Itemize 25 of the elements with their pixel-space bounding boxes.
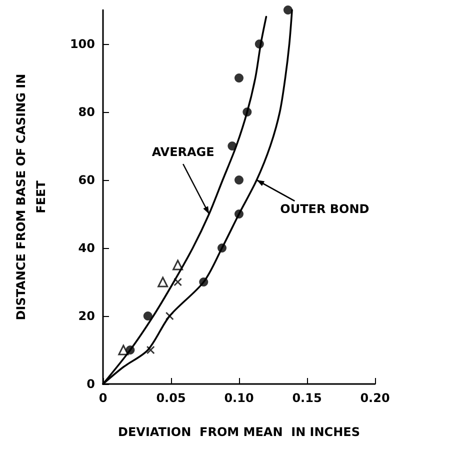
point bbox=[158, 276, 168, 288]
annotation: OUTER BOND bbox=[280, 202, 370, 216]
y-tick-label: 100 bbox=[70, 37, 95, 51]
y-tick-label: 40 bbox=[78, 241, 95, 255]
point bbox=[165, 312, 174, 320]
point bbox=[143, 312, 152, 320]
point bbox=[234, 176, 244, 184]
x-tick-label: 0.05 bbox=[156, 391, 186, 405]
x-tick-label: 0.20 bbox=[360, 391, 390, 405]
y-tick-label: 0 bbox=[86, 377, 95, 391]
x-axis-title: DEVIATION FROM MEAN IN INCHES bbox=[118, 425, 360, 439]
x-tick-label: 0.15 bbox=[292, 391, 322, 405]
x-tick-label: 0 bbox=[98, 391, 108, 405]
point bbox=[234, 74, 244, 82]
annotation: AVERAGE bbox=[152, 145, 214, 159]
point bbox=[174, 278, 182, 286]
y-tick-label: 60 bbox=[78, 173, 95, 187]
y-tick-label: 80 bbox=[78, 105, 95, 119]
y-tick-label: 20 bbox=[78, 309, 95, 323]
x-tick-label: 0.10 bbox=[224, 391, 254, 405]
point bbox=[283, 6, 292, 14]
point bbox=[118, 344, 129, 356]
y-axis-title: DISTANCE FROM BASE OF CASING IN FEET bbox=[14, 74, 48, 320]
point bbox=[146, 346, 155, 354]
point bbox=[172, 260, 184, 270]
